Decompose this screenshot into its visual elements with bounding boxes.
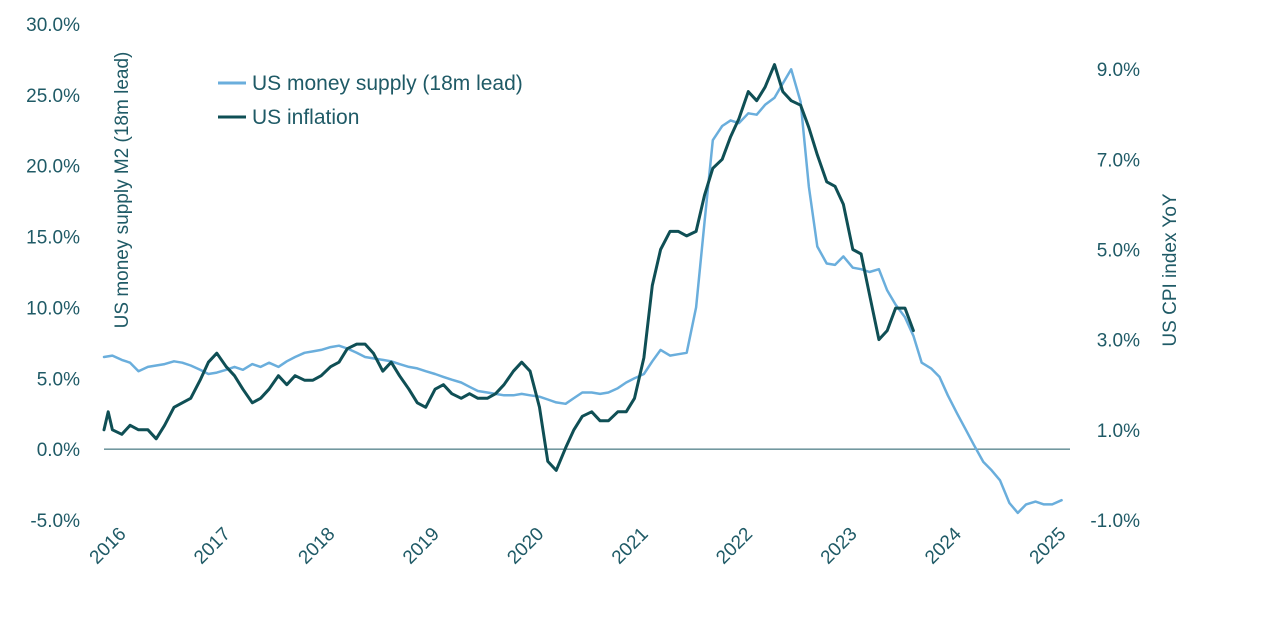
x-tick-label: 2017: [190, 524, 235, 569]
right-axis-ticks: -1.0% 1.0% 3.0% 5.0% 7.0% 9.0%: [1090, 60, 1140, 532]
left-axis-title: US money supply M2 (18m lead): [112, 52, 133, 329]
x-tick-label: 2020: [503, 524, 548, 569]
left-tick-label: 10.0%: [26, 298, 80, 319]
left-tick-label: 30.0%: [26, 15, 80, 36]
x-tick-label: 2022: [712, 524, 757, 569]
left-tick-label: 0.0%: [37, 440, 80, 461]
left-axis-ticks: -5.0% 0.0% 5.0% 10.0% 15.0% 20.0% 25.0% 30.0%: [26, 15, 80, 532]
series-line-money-supply: [102, 68, 1063, 515]
x-tick-label: 2025: [1026, 524, 1071, 569]
right-tick-label: 3.0%: [1097, 331, 1140, 352]
left-tick-label: 25.0%: [26, 86, 80, 107]
right-tick-label: 1.0%: [1097, 421, 1140, 442]
left-tick-label: 20.0%: [26, 157, 80, 178]
right-tick-label: -1.0%: [1090, 511, 1140, 532]
x-tick-label: 2021: [608, 524, 653, 569]
x-tick-label: 2018: [295, 524, 340, 569]
x-tick-label: 2016: [86, 524, 131, 569]
legend: US money supply (18m lead) US inflation: [218, 72, 523, 129]
right-tick-label: 9.0%: [1097, 60, 1140, 81]
legend-label-money-supply: US money supply (18m lead): [252, 72, 523, 95]
x-tick-label: 2023: [817, 524, 862, 569]
x-axis-ticks: 2016 2017 2018 2019 2020 2021 2022 2023 2024 2025: [86, 523, 1071, 568]
left-tick-label: 5.0%: [37, 369, 80, 390]
x-tick-label: 2019: [399, 524, 444, 569]
right-tick-label: 7.0%: [1097, 150, 1140, 171]
left-tick-label: -5.0%: [30, 511, 80, 532]
x-tick-label: 2024: [921, 523, 966, 568]
right-tick-label: 5.0%: [1097, 240, 1140, 261]
series-line-inflation: [102, 63, 915, 472]
right-axis-title: US CPI index YoY: [1160, 193, 1181, 346]
legend-label-inflation: US inflation: [252, 106, 359, 129]
left-tick-label: 15.0%: [26, 228, 80, 249]
series-layer: [102, 63, 1063, 515]
